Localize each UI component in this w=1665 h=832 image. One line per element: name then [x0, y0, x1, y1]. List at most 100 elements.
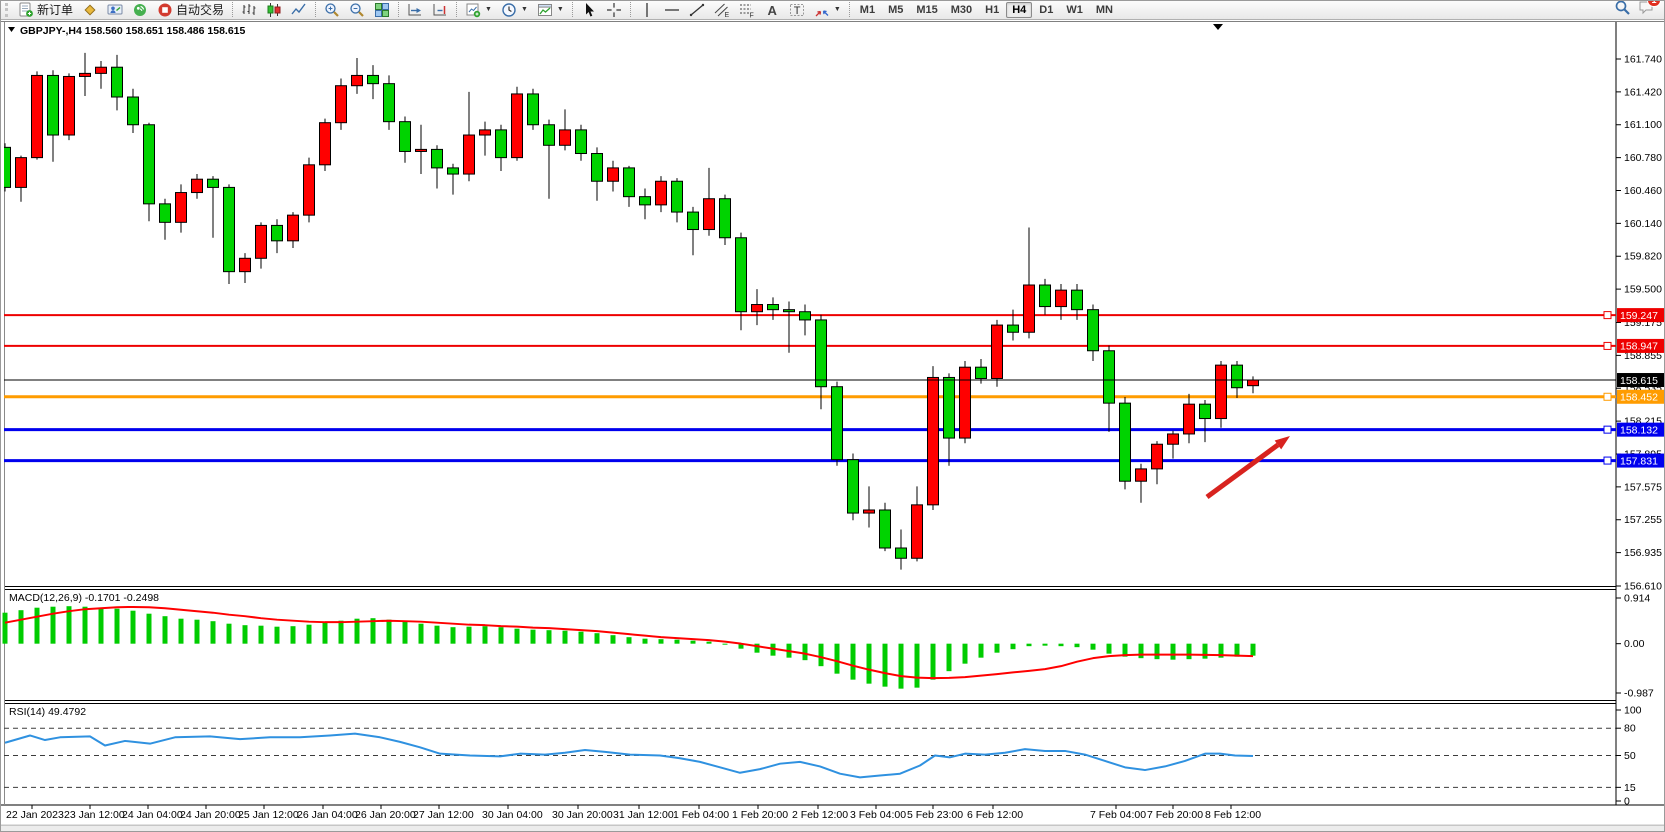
macd-histogram-bar	[674, 639, 680, 644]
chat-button[interactable]: 1	[1638, 0, 1661, 20]
macd-histogram-bar	[338, 620, 344, 644]
horizontal-line-157.831[interactable]	[4, 456, 1616, 465]
macd-histogram-bar	[82, 606, 88, 644]
price-tick-label: 161.100	[1624, 119, 1662, 131]
macd-histogram-bar	[1170, 643, 1176, 660]
trend-arrow-annotation[interactable]	[1205, 436, 1290, 500]
candle	[735, 232, 747, 331]
equidistant-channel-button[interactable]: E	[710, 0, 734, 20]
horizontal-line-158.132[interactable]	[4, 425, 1616, 434]
horizontal-line-button[interactable]	[660, 0, 684, 20]
zoom-out-button[interactable]	[345, 0, 369, 20]
macd-histogram-bar	[914, 643, 920, 688]
rsi-panel[interactable]: RSI(14) 49.4792	[4, 706, 1616, 788]
candle	[1023, 227, 1035, 339]
price-tick-label: 157.575	[1624, 481, 1662, 493]
bar-chart-button[interactable]	[237, 0, 261, 20]
price-tick-label: 157.255	[1624, 514, 1662, 526]
time-tick-label: 3 Feb 04:00	[850, 809, 906, 821]
auto-scroll-button[interactable]	[403, 0, 427, 20]
horizontal-line-158.947[interactable]	[4, 341, 1616, 350]
macd-histogram-bar	[482, 626, 488, 644]
zoom-in-button[interactable]	[320, 0, 344, 20]
time-tick-label: 24 Jan 04:00	[122, 809, 183, 821]
candle	[527, 88, 539, 130]
candle	[399, 116, 411, 163]
price-tick-label: 160.140	[1624, 218, 1662, 230]
horizontal-line-158.452[interactable]	[4, 392, 1616, 401]
candle	[943, 373, 955, 466]
candle	[1167, 430, 1179, 459]
rsi-tick-label: 80	[1624, 723, 1636, 735]
time-tick-label: 1 Feb 04:00	[673, 809, 729, 821]
timeframe-m1-button[interactable]: M1	[859, 3, 876, 16]
new-order-button[interactable]: 新订单	[14, 0, 77, 20]
signals-button[interactable]	[128, 0, 152, 20]
arrows-icon	[814, 2, 830, 18]
candlestick-series[interactable]	[0, 52, 1259, 570]
timeframe-m30-button[interactable]: M30	[950, 3, 973, 16]
fibonacci-button[interactable]: F	[735, 0, 759, 20]
timeframe-m5-button[interactable]: M5	[888, 3, 904, 16]
timeframe-mn-button[interactable]: MN	[1095, 3, 1113, 16]
time-tick-label: 22 Jan 2023	[6, 809, 64, 821]
price-tag-value: 158.452	[1620, 392, 1658, 404]
line-icon	[291, 2, 307, 18]
autotrading-button[interactable]: 自动交易	[153, 0, 228, 20]
new-chart-icon	[465, 2, 481, 18]
chart-shift-button[interactable]	[428, 0, 452, 20]
time-tick-label: 7 Feb 04:00	[1090, 809, 1146, 821]
search-button[interactable]	[1614, 0, 1630, 20]
cursor-button[interactable]	[577, 0, 601, 20]
timeframe-h4-button[interactable]: H4	[1006, 1, 1033, 18]
candle	[719, 194, 731, 245]
text-label-button[interactable]: T	[785, 0, 809, 20]
chart-canvas[interactable]: 161.740 161.420 161.100 160.780 160.460 160.1…	[0, 20, 1665, 832]
rsi-label: RSI(14) 49.4792	[9, 706, 86, 718]
candle	[639, 188, 651, 220]
arrows-button[interactable]: ▼	[810, 0, 845, 20]
price-tick-label: 160.460	[1624, 185, 1662, 197]
candle	[799, 304, 811, 336]
vline-icon	[639, 2, 655, 18]
rsi-line	[4, 732, 1254, 779]
candle	[95, 61, 107, 89]
candle	[623, 165, 635, 207]
gold-button[interactable]	[78, 0, 102, 20]
price-tick-label: 160.780	[1624, 152, 1662, 164]
timeframe-h1-button[interactable]: H1	[985, 3, 1000, 16]
macd-histogram-bar	[754, 643, 760, 653]
tile-windows-button[interactable]	[370, 0, 394, 20]
vertical-line-button[interactable]	[635, 0, 659, 20]
main-toolbar: 新订单 自动交易 ▼ ▼ ▼ E F A T ▼ M1 M5 M15 M30 H1 H4 D1 W1 MN 1	[0, 0, 1665, 20]
toolbar-grip	[5, 2, 11, 17]
notification-badge: 1	[1646, 0, 1661, 7]
market-watch-button[interactable]	[103, 0, 127, 20]
trendline-button[interactable]	[685, 0, 709, 20]
candle	[383, 75, 395, 130]
crosshair-button[interactable]	[602, 0, 626, 20]
new-chart-button[interactable]: ▼	[461, 0, 496, 20]
macd-histogram-bar	[850, 643, 856, 680]
candle	[415, 124, 427, 175]
timeframe-w1-button[interactable]: W1	[1066, 3, 1083, 16]
timeframe-d1-button[interactable]: D1	[1039, 3, 1054, 16]
candle	[607, 160, 619, 192]
line-chart-button[interactable]	[287, 0, 311, 20]
templates-button[interactable]: ▼	[533, 0, 568, 20]
autotrading-button-label: 自动交易	[176, 3, 225, 17]
toolbar-separator	[848, 2, 850, 17]
candle	[1071, 283, 1083, 320]
timeframe-m15-button[interactable]: M15	[916, 3, 938, 16]
symbol-dropdown-icon[interactable]	[8, 27, 15, 32]
macd-histogram-bar	[354, 618, 360, 644]
candlestick-button[interactable]	[262, 0, 286, 20]
macd-panel[interactable]: MACD(12,26,9) -0.1701 -0.2498	[2, 592, 1256, 689]
macd-histogram-bar	[434, 625, 440, 644]
candle	[543, 119, 555, 199]
periods-button[interactable]: ▼	[497, 0, 532, 20]
macd-histogram-bar	[1090, 643, 1096, 650]
text-button[interactable]: A	[760, 0, 784, 20]
macd-histogram-bar	[1106, 643, 1112, 654]
auto-scroll-icon	[407, 2, 423, 18]
